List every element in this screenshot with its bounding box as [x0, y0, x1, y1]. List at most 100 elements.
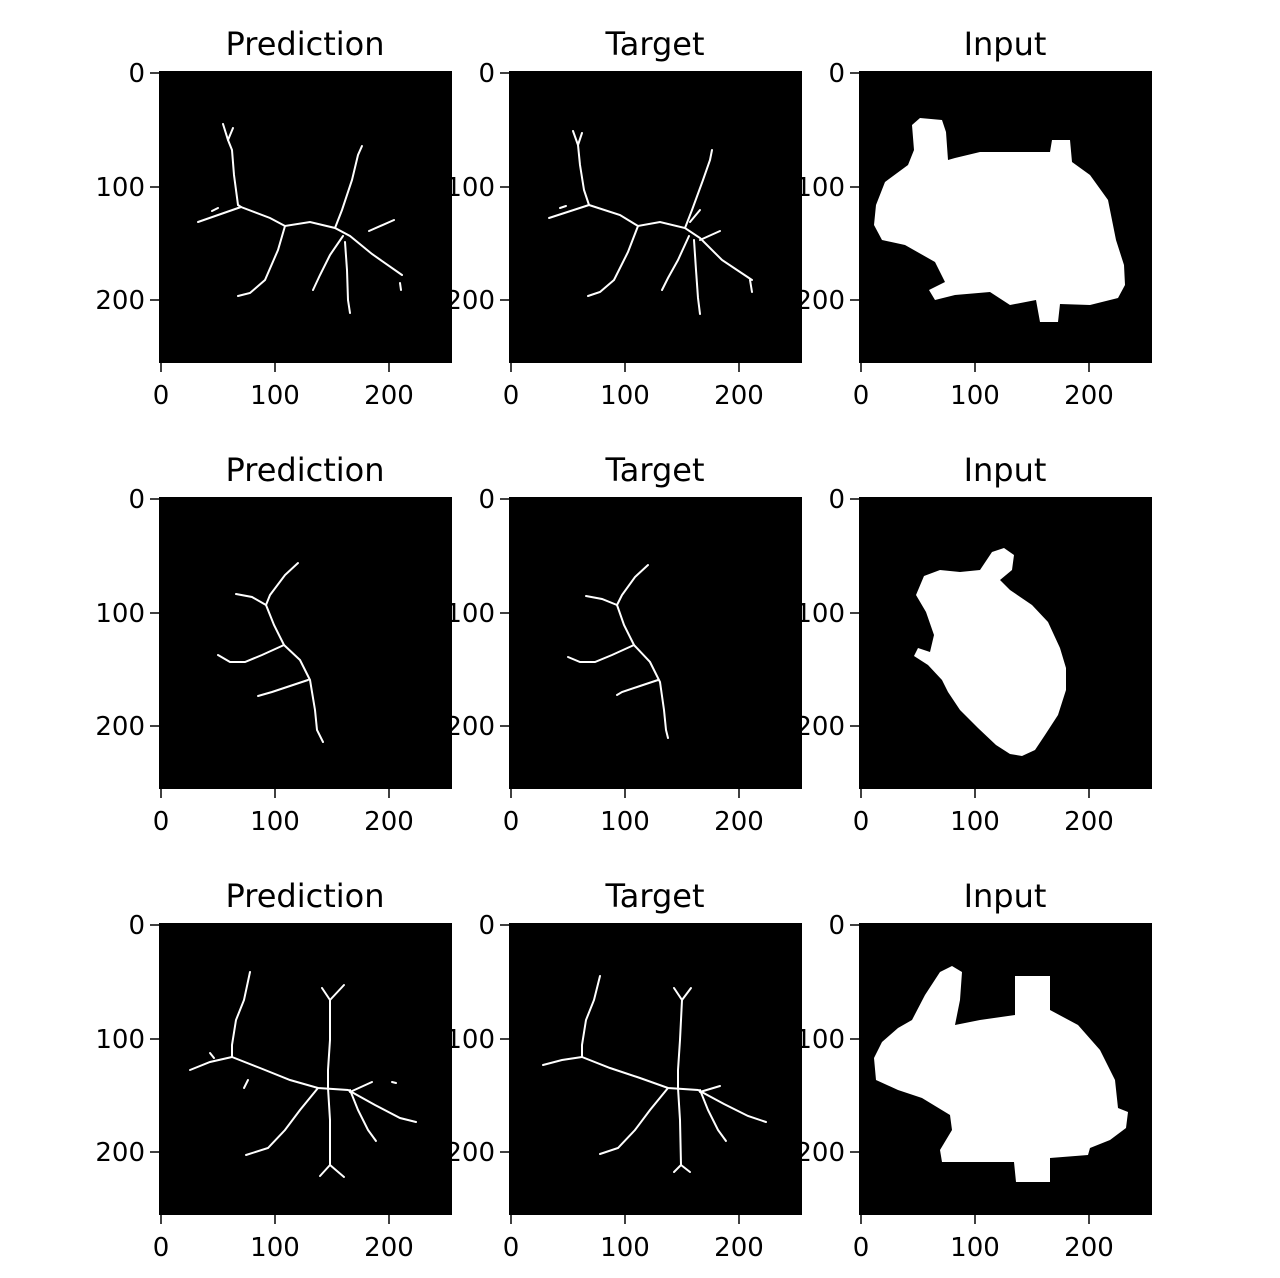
y-axis	[850, 72, 859, 301]
y-tick-label: 200	[95, 712, 145, 742]
skeleton-lines	[567, 564, 669, 739]
y-axis	[500, 924, 509, 1153]
image-area	[159, 497, 452, 789]
y-tick-label: 200	[445, 286, 495, 316]
x-tick-label: 0	[153, 1233, 170, 1263]
bunny-silhouette	[874, 118, 1125, 322]
x-tick-label: 100	[600, 1233, 650, 1263]
panel-title: Prediction	[226, 451, 385, 489]
x-tick-label: 200	[364, 1233, 414, 1263]
x-axis	[160, 1215, 390, 1224]
panel-r2-c2: Target 0 100 200 0 100 200	[445, 451, 802, 837]
y-tick-label: 100	[95, 173, 145, 203]
panel-r3-c1: Prediction 0 100 200 0	[95, 877, 452, 1263]
x-tick-label: 0	[503, 807, 520, 837]
panel-title: Target	[605, 877, 705, 915]
image-area	[509, 497, 802, 789]
y-axis	[850, 924, 859, 1153]
y-tick-label: 200	[795, 286, 845, 316]
x-tick-label: 0	[853, 381, 870, 411]
x-tick-label: 200	[364, 807, 414, 837]
y-tick-label: 0	[128, 59, 145, 89]
x-tick-label: 100	[950, 381, 1000, 411]
x-tick-label: 100	[250, 807, 300, 837]
y-tick-label: 100	[795, 1025, 845, 1055]
x-tick-label: 200	[364, 381, 414, 411]
x-tick-label: 0	[503, 1233, 520, 1263]
x-axis	[860, 363, 1090, 372]
x-tick-label: 100	[950, 807, 1000, 837]
skeleton-lines	[189, 971, 417, 1178]
x-tick-label: 0	[153, 807, 170, 837]
panel-r3-c2: Target 0 100 200 0 100 200	[445, 877, 802, 1263]
x-tick-label: 200	[1064, 1233, 1114, 1263]
panel-r3-c3: Input 0 100 200 0 100 200	[795, 877, 1152, 1263]
y-axis	[150, 498, 159, 727]
x-tick-label: 0	[503, 381, 520, 411]
panel-r1-c2: Target 0 100 200 0 100	[445, 25, 802, 411]
panel-title: Target	[605, 25, 705, 63]
y-tick-label: 0	[828, 485, 845, 515]
panel-r2-c1: Prediction 0 100 200 0 100 200	[95, 451, 452, 837]
x-tick-label: 100	[250, 381, 300, 411]
y-tick-label: 100	[95, 599, 145, 629]
x-axis	[160, 363, 390, 372]
y-tick-label: 0	[478, 59, 495, 89]
x-tick-label: 200	[1064, 381, 1114, 411]
y-tick-label: 200	[445, 712, 495, 742]
y-axis	[500, 498, 509, 727]
x-tick-label: 200	[1064, 807, 1114, 837]
panel-title: Target	[605, 451, 705, 489]
image-area	[159, 71, 452, 363]
y-tick-label: 100	[95, 1025, 145, 1055]
x-axis	[160, 789, 390, 798]
y-tick-label: 0	[478, 911, 495, 941]
x-axis	[510, 1215, 740, 1224]
y-tick-label: 0	[128, 485, 145, 515]
x-tick-label: 100	[250, 1233, 300, 1263]
x-axis	[860, 1215, 1090, 1224]
y-axis	[150, 924, 159, 1153]
y-axis	[150, 72, 159, 301]
y-tick-label: 0	[128, 911, 145, 941]
y-tick-label: 200	[95, 286, 145, 316]
x-tick-label: 0	[853, 807, 870, 837]
x-tick-label: 200	[714, 807, 764, 837]
y-tick-label: 200	[445, 1138, 495, 1168]
panel-title: Prediction	[226, 877, 385, 915]
x-axis	[860, 789, 1090, 798]
panel-title: Prediction	[226, 25, 385, 63]
x-tick-label: 100	[950, 1233, 1000, 1263]
y-tick-label: 100	[445, 173, 495, 203]
y-tick-label: 200	[795, 712, 845, 742]
x-tick-label: 100	[600, 381, 650, 411]
y-tick-label: 0	[828, 59, 845, 89]
y-axis	[850, 498, 859, 727]
x-axis	[510, 789, 740, 798]
y-axis	[500, 72, 509, 301]
skeleton-lines	[197, 123, 403, 314]
x-axis	[510, 363, 740, 372]
x-tick-label: 200	[714, 1233, 764, 1263]
bunny-silhouette	[914, 548, 1066, 756]
y-tick-label: 200	[795, 1138, 845, 1168]
panel-r1-c3: Input 0 100 200 0 100 200	[795, 25, 1152, 411]
y-tick-label: 0	[828, 911, 845, 941]
y-tick-label: 100	[445, 599, 495, 629]
y-tick-label: 200	[95, 1138, 145, 1168]
y-tick-label: 0	[478, 485, 495, 515]
image-area	[159, 923, 452, 1215]
y-tick-label: 100	[795, 599, 845, 629]
y-tick-label: 100	[445, 1025, 495, 1055]
panel-r2-c3: Input 0 100 200 0 100 200	[795, 451, 1152, 837]
x-tick-label: 0	[853, 1233, 870, 1263]
panel-title: Input	[964, 25, 1047, 63]
image-area	[509, 71, 802, 363]
panel-title: Input	[964, 451, 1047, 489]
panel-title: Input	[964, 877, 1047, 915]
x-tick-label: 100	[600, 807, 650, 837]
skeleton-lines	[217, 562, 324, 743]
skeleton-lines	[542, 975, 767, 1173]
bunny-silhouette	[874, 966, 1128, 1182]
